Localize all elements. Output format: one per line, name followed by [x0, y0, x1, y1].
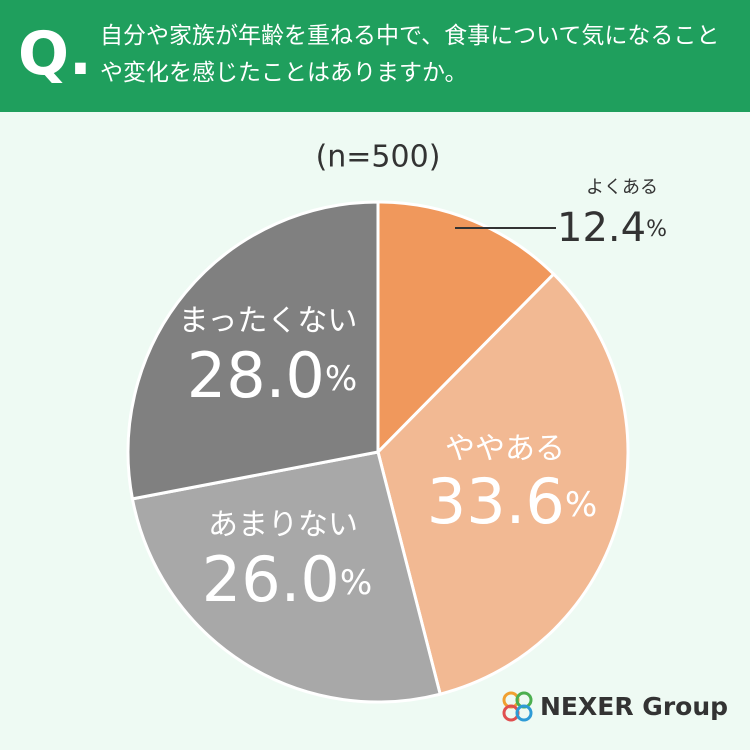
value-label: 26.0%: [202, 543, 372, 616]
slice-label: ややある: [445, 432, 565, 467]
pie-slice: [376, 271, 630, 696]
question-mark: Q.: [18, 19, 92, 89]
pie-slice: [376, 200, 556, 456]
pie: [126, 200, 630, 704]
chart-subtitle: (n=500): [316, 140, 441, 175]
value-label: 33.6%: [427, 465, 597, 538]
value-label: 12.4%: [557, 205, 667, 251]
header: Q. 自分や家族が年齢を重ねる中で、食事について気になることや変化を感じたことは…: [0, 0, 750, 112]
slice-label: まったくない: [179, 304, 358, 339]
chart-title: 自分や家族が年齢を重ねる中で、食事について気になることや変化を感じたことはありま…: [100, 23, 720, 86]
value-label: 28.0%: [187, 339, 357, 412]
slice-label: よくある: [586, 177, 658, 198]
pie-slice: [130, 450, 442, 704]
brand-logo: [502, 691, 533, 722]
pie-slice: [126, 200, 380, 501]
slice-label: あまりない: [208, 508, 358, 543]
brand: NEXER Group: [540, 692, 728, 721]
